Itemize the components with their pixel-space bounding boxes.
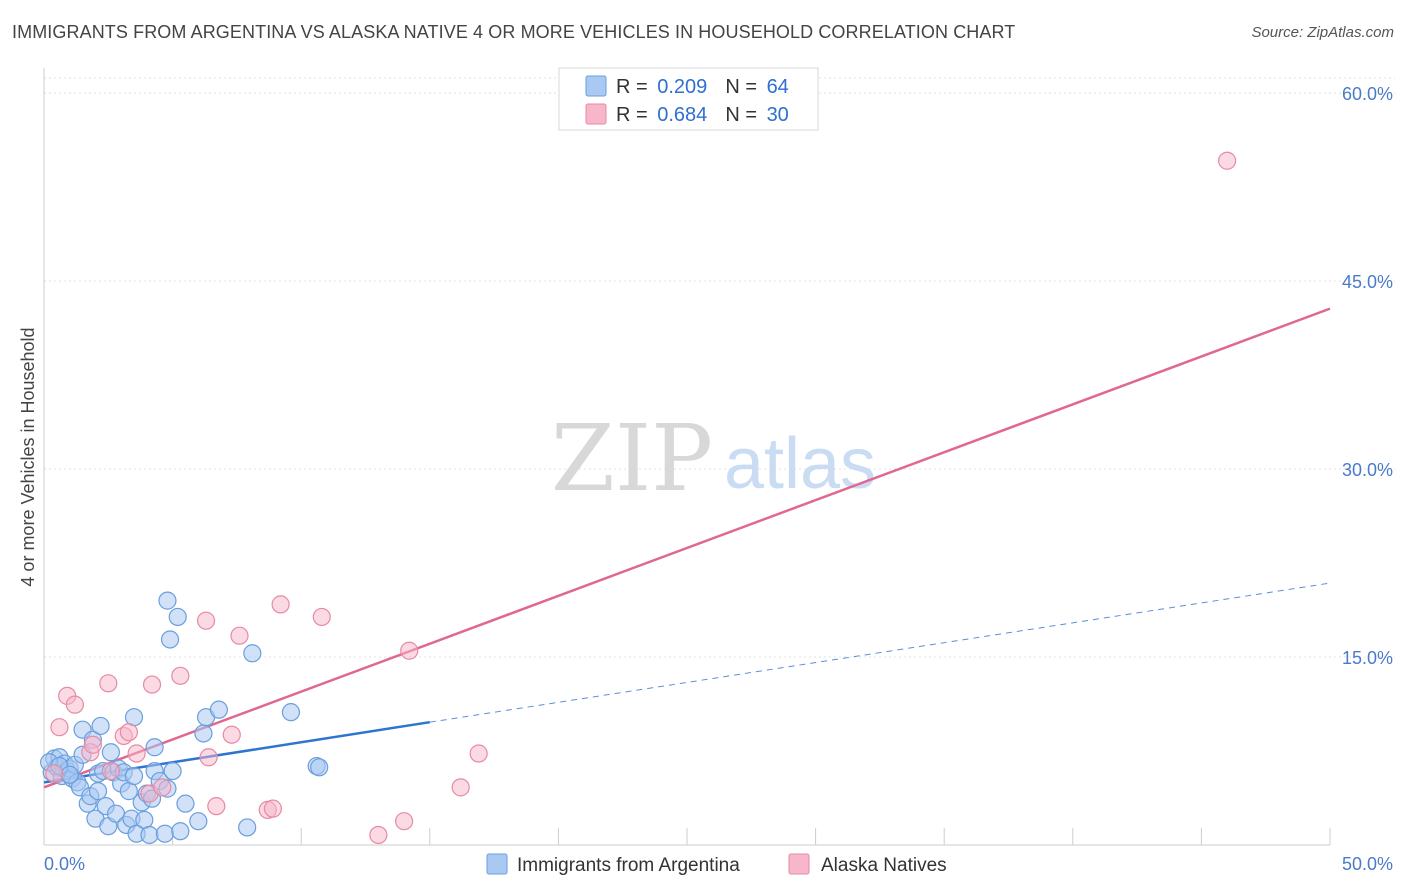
legend-row-1: R = 0.209 N = 64 — [616, 76, 789, 98]
point-alaska — [451, 778, 470, 797]
point-alaska — [400, 641, 419, 660]
point-argentina — [310, 758, 329, 777]
point-argentina — [160, 630, 180, 649]
point-argentina — [171, 822, 190, 841]
legend-item-alaska-swatch — [788, 853, 810, 875]
point-argentina — [189, 812, 208, 831]
correlation-legend: R = 0.209 N = 64 R = 0.684 N = 30 — [558, 67, 819, 131]
y-tick-label: 45.0% — [1342, 272, 1393, 292]
point-argentina — [209, 700, 228, 719]
point-alaska — [222, 725, 241, 744]
y-tick-labels: 15.0% 30.0% 45.0% 60.0% — [1342, 84, 1393, 668]
point-alaska — [127, 744, 146, 763]
point-alaska — [394, 812, 414, 831]
point-alaska — [271, 595, 290, 614]
series-legend: Immigrants from Argentina Alaska Natives — [486, 853, 947, 876]
watermark-zip: ZIP — [551, 405, 713, 512]
point-argentina — [176, 794, 195, 813]
point-alaska — [230, 626, 249, 645]
point-argentina — [135, 810, 154, 830]
point-argentina — [163, 761, 182, 781]
point-alaska — [142, 675, 162, 694]
series-alaska-points — [45, 151, 1237, 845]
point-alaska — [83, 735, 102, 754]
legend-row-2: R = 0.684 N = 30 — [616, 104, 789, 126]
point-alaska — [101, 761, 120, 781]
legend-swatch-blue — [585, 75, 607, 97]
point-alaska — [207, 797, 226, 816]
chart-title: IMMIGRANTS FROM ARGENTINA VS ALASKA NATI… — [12, 22, 1016, 42]
point-alaska — [199, 748, 218, 767]
trend-line-alaska — [43, 307, 1331, 789]
y-tick-label: 15.0% — [1342, 648, 1393, 668]
point-argentina — [140, 825, 159, 845]
source-label: Source: ZipAtlas.com — [1251, 24, 1394, 41]
watermark-atlas: atlas — [724, 424, 876, 504]
point-argentina — [88, 782, 108, 801]
gridlines — [44, 77, 1395, 845]
y-tick-label: 60.0% — [1342, 84, 1393, 104]
point-argentina — [194, 724, 213, 743]
point-argentina — [281, 703, 301, 722]
point-alaska — [369, 825, 388, 845]
point-alaska — [99, 674, 118, 693]
point-alaska — [50, 718, 69, 737]
point-argentina — [145, 738, 164, 757]
point-alaska — [469, 744, 488, 763]
point-alaska — [119, 723, 138, 742]
point-argentina — [124, 708, 144, 727]
y-tick-label: 30.0% — [1342, 460, 1393, 480]
legend-item-argentina-swatch — [486, 853, 508, 875]
point-alaska — [196, 611, 216, 630]
legend-item-argentina-label: Immigrants from Argentina — [517, 855, 740, 876]
point-argentina — [243, 644, 262, 663]
y-axis-label: 4 or more Vehicles in Household — [18, 327, 38, 586]
x-tick-label-max: 50.0% — [1342, 854, 1393, 874]
point-argentina — [158, 591, 177, 610]
point-argentina — [101, 743, 120, 762]
point-argentina — [124, 766, 144, 786]
point-argentina — [60, 765, 79, 784]
point-alaska — [1218, 151, 1237, 170]
point-argentina — [155, 824, 174, 843]
point-alaska — [65, 695, 84, 714]
point-alaska — [171, 666, 190, 685]
x-tick-label-min: 0.0% — [44, 854, 85, 874]
legend-item-alaska-label: Alaska Natives — [821, 855, 947, 876]
point-argentina — [168, 607, 187, 627]
trend-lines — [43, 307, 1331, 789]
series-argentina-points — [40, 591, 329, 845]
point-alaska — [153, 778, 172, 797]
point-alaska — [263, 799, 283, 818]
point-argentina — [238, 818, 257, 837]
point-argentina — [91, 716, 110, 736]
trend-line-argentina-extended — [429, 582, 1331, 723]
point-alaska — [45, 764, 64, 783]
legend-swatch-pink — [585, 103, 607, 125]
point-alaska — [312, 607, 331, 627]
